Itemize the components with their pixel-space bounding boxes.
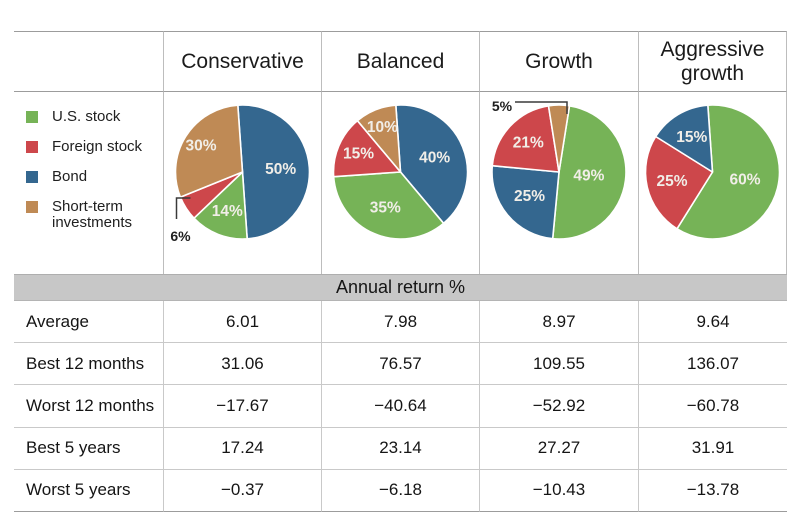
value-cell: 6.01 [163,301,321,344]
pie-slice-label: 40% [419,150,450,167]
callout-line [175,197,191,219]
value-cell: 31.06 [163,343,321,386]
row-label: Worst 12 months [14,385,163,428]
pie-slice-label: 15% [343,146,374,163]
pie-slice-label: 10% [367,119,398,136]
value-cell: −17.67 [163,385,321,428]
pie-slice [332,171,445,240]
pie-svg: 49% 25% 21% 5% [491,98,627,240]
value-cell: 8.97 [479,301,638,344]
pie-slice-label: 60% [729,172,760,189]
value-cell: −6.18 [321,469,479,512]
legend-item: Bond [26,167,159,185]
legend-swatch-icon [26,111,38,123]
value-cell: −40.64 [321,385,479,428]
pie-slice-label: 49% [573,167,604,184]
legend-swatch-icon [26,170,38,183]
pie-slice [551,105,627,240]
legend-label: Foreign stock [52,137,143,155]
column-header-aggressive-growth: Aggressive growth [638,31,787,92]
legend-swatch-icon [26,140,38,153]
row-label: Best 12 months [14,343,163,386]
pie-slice [654,104,714,173]
legend-label: Short-term investments [52,197,133,231]
pie-slice [174,104,244,198]
pie-slice [547,104,571,173]
pie-svg: 50% 14% 30% 6% [170,104,311,244]
row-label: Worst 5 years [14,470,163,512]
pie-slice [237,104,311,240]
pie-chart-conservative: 50% 14% 30% 6% [163,92,321,274]
value-cell: 17.24 [163,427,321,470]
column-header-conservative: Conservative [163,31,321,92]
legend-label: U.S. stock [52,108,121,125]
legend: U.S. stock Foreign stock Bond Short-term in… [14,92,163,274]
pie-slice-label: 21% [513,135,544,152]
callout-label: 6% [170,228,191,244]
allocation-table: Conservative Balanced Growth Aggressive … [14,31,787,512]
pie-slice-label: 25% [514,188,545,205]
value-cell: 136.07 [638,343,787,386]
pie-slice [193,171,248,240]
value-cell: −13.78 [638,469,787,512]
callout-line [515,101,568,114]
pie-slice [644,135,714,230]
value-cell: 76.57 [321,343,479,386]
corner-cell [14,31,163,92]
value-cell: 23.14 [321,427,479,470]
value-cell: −10.43 [479,469,638,512]
value-cell: 109.55 [479,343,638,386]
value-cell: 31.91 [638,427,787,470]
pie-svg: 40% 35% 15% 10% [332,104,469,240]
legend-swatch-icon [26,200,38,213]
pie-slice [491,164,560,240]
pie-chart-growth: 49% 25% 21% 5% [479,92,638,274]
legend-item: Short-term investments [26,197,159,231]
row-label: Best 5 years [14,428,163,470]
pie-svg: 60% 25% 15% [644,104,781,240]
callout-label: 5% [492,98,513,114]
pie-slice-label: 35% [370,199,401,216]
column-header-balanced: Balanced [321,31,479,92]
column-header-growth: Growth [479,31,638,92]
pie-slice-label: 30% [186,138,217,155]
value-cell: 7.98 [321,301,479,344]
pie-slice [332,119,402,178]
value-cell: 27.27 [479,427,638,470]
pie-slice-label: 25% [657,173,688,190]
value-cell: −52.92 [479,385,638,428]
pie-chart-aggressive-growth: 60% 25% 15% [638,92,787,274]
pie-slice [356,104,402,173]
value-cell: −0.37 [163,469,321,512]
value-cell: −60.78 [638,385,787,428]
pie-slice [676,104,781,240]
pie-slice-label: 15% [676,129,707,146]
pie-slice [491,105,560,173]
legend-item: U.S. stock [26,109,159,125]
pie-slice-label: 50% [265,161,296,178]
legend-item: Foreign stock [26,137,159,155]
value-cell: 9.64 [638,301,787,344]
row-label: Average [14,301,163,344]
pie-chart-balanced: 40% 35% 15% 10% [321,92,479,274]
legend-label: Bond [52,167,88,185]
annual-return-banner: Annual return % [14,274,787,301]
pie-slice-label: 14% [212,203,243,220]
pie-slice [395,104,469,225]
